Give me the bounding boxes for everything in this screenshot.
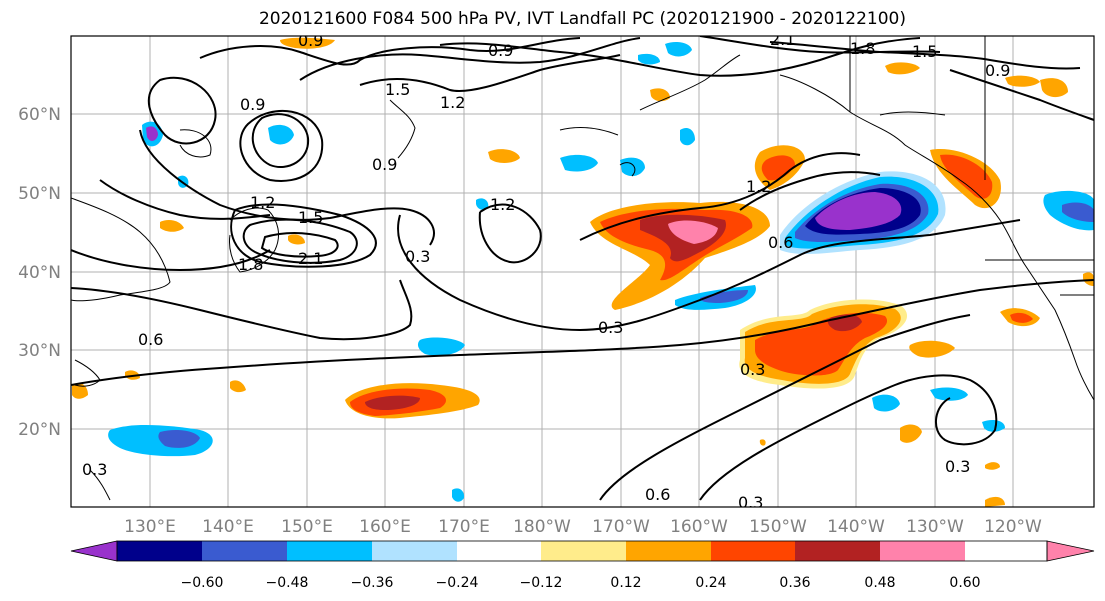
colorbar-segment bbox=[626, 541, 711, 561]
colorbar-arrow-left bbox=[70, 540, 118, 562]
lon-label: 140°E bbox=[202, 517, 254, 537]
colorbar-segment bbox=[202, 541, 287, 561]
contour-label: 0.6 bbox=[138, 330, 163, 349]
lon-label: 160°W bbox=[670, 517, 728, 537]
colorbar-tick-label: 0.36 bbox=[779, 575, 810, 591]
colorbar-tick-label: 0.24 bbox=[695, 575, 726, 591]
contour-label: 1.5 bbox=[385, 80, 410, 99]
lon-label: 150°E bbox=[281, 517, 333, 537]
colorbar-tick-label: −0.48 bbox=[266, 575, 309, 591]
colorbar-segment bbox=[880, 541, 965, 561]
ivt-shading bbox=[72, 37, 1094, 507]
colorbar-segment bbox=[372, 541, 457, 561]
map-title: 2020121600 F084 500 hPa PV, IVT Landfall… bbox=[258, 9, 906, 29]
contour-label: 2.1 bbox=[770, 30, 795, 49]
colorbar-tick-label: 0.12 bbox=[610, 575, 641, 591]
contour-labels: 0.9 2.1 1.8 1.5 0.9 1.5 1.2 0.9 0.9 1.2 … bbox=[82, 30, 1010, 512]
lon-label: 130°E bbox=[124, 517, 176, 537]
contour-label: 1.2 bbox=[490, 195, 515, 214]
colorbar-tick-label: −0.36 bbox=[351, 575, 394, 591]
contour-label: 0.9 bbox=[240, 95, 265, 114]
colorbar-tick-label: 0.48 bbox=[864, 575, 895, 591]
lat-label: 50°N bbox=[18, 184, 61, 204]
contour-label: 1.2 bbox=[440, 93, 465, 112]
colorbar-tick-label: −0.12 bbox=[520, 575, 563, 591]
colorbar-segment bbox=[287, 541, 372, 561]
contour-label: 2.1 bbox=[298, 249, 323, 268]
lon-label: 160°E bbox=[359, 517, 411, 537]
lon-label: 140°W bbox=[827, 517, 885, 537]
contour-label: 1.8 bbox=[850, 39, 875, 58]
contour-label: 1.2 bbox=[746, 177, 771, 196]
colorbar-segment bbox=[541, 541, 626, 561]
colorbar: −0.60 −0.48 −0.36 −0.24 −0.12 0.12 0.24 … bbox=[70, 540, 1095, 591]
colorbar-arrow-right bbox=[1046, 540, 1095, 562]
lat-axis: 60°N 50°N 40°N 30°N 20°N bbox=[18, 105, 61, 440]
contour-label: 1.5 bbox=[298, 208, 323, 227]
lon-label: 170°E bbox=[438, 517, 490, 537]
contour-label: 0.3 bbox=[945, 457, 970, 476]
contour-label: 0.9 bbox=[985, 61, 1010, 80]
contour-label: 0.6 bbox=[645, 485, 670, 504]
contour-label: 0.3 bbox=[82, 460, 107, 479]
lon-label: 150°W bbox=[749, 517, 807, 537]
colorbar-tick-label: 0.60 bbox=[949, 575, 980, 591]
colorbar-segment bbox=[711, 541, 795, 561]
contour-label: 0.6 bbox=[768, 233, 793, 252]
contour-label: 1.2 bbox=[250, 193, 275, 212]
pv-contours bbox=[71, 36, 1094, 501]
contour-label: 0.9 bbox=[488, 41, 513, 60]
contour-label: 0.3 bbox=[740, 360, 765, 379]
map-frame bbox=[70, 35, 1095, 508]
lat-label: 20°N bbox=[18, 420, 61, 440]
colorbar-frame bbox=[116, 540, 1048, 562]
contour-label: 0.9 bbox=[372, 155, 397, 174]
colorbar-tick-label: −0.60 bbox=[181, 575, 224, 591]
colorbar-segment bbox=[117, 541, 202, 561]
lon-label: 180°W bbox=[513, 517, 571, 537]
contour-label: 0.3 bbox=[598, 318, 623, 337]
lon-axis: 130°E 140°E 150°E 160°E 170°E 180°W 170°… bbox=[124, 517, 1042, 537]
colorbar-segment bbox=[965, 541, 1047, 561]
lat-label: 60°N bbox=[18, 105, 61, 125]
lon-label: 170°W bbox=[592, 517, 650, 537]
lat-label: 40°N bbox=[18, 263, 61, 283]
contour-label: 1.5 bbox=[912, 42, 937, 61]
lon-label: 130°W bbox=[906, 517, 964, 537]
colorbar-segment bbox=[457, 541, 541, 561]
map-panel: 0.9 2.1 1.8 1.5 0.9 1.5 1.2 0.9 0.9 1.2 … bbox=[71, 30, 1094, 512]
lon-label: 120°W bbox=[984, 517, 1042, 537]
contour-label: 1.8 bbox=[238, 255, 263, 274]
contour-label: 0.3 bbox=[405, 247, 430, 266]
colorbar-segment bbox=[795, 541, 880, 561]
lat-label: 30°N bbox=[18, 341, 61, 361]
contour-label: 0.9 bbox=[298, 31, 323, 50]
contour-label: 0.3 bbox=[738, 493, 763, 512]
colorbar-tick-label: −0.24 bbox=[436, 575, 479, 591]
coastlines bbox=[71, 36, 1094, 501]
